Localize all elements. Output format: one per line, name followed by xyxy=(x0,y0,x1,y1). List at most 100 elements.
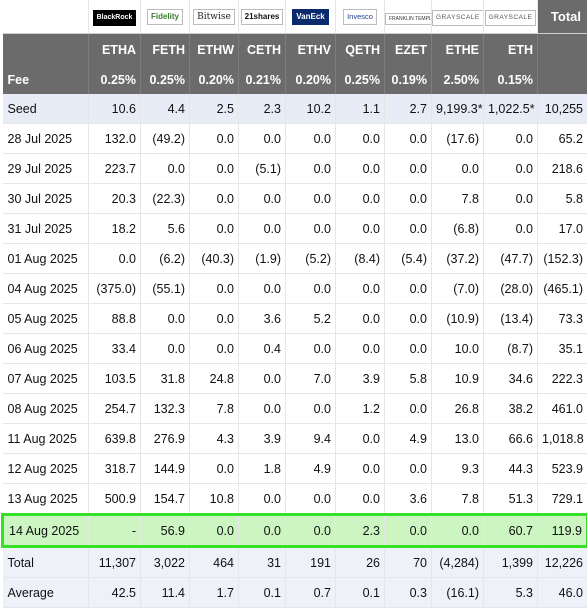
row-total-cell: 523.9 xyxy=(538,454,587,484)
row-total-cell: 5.8 xyxy=(538,184,587,214)
flow-value-cell: 0.0 xyxy=(385,184,432,214)
flow-value-cell: 5.2 xyxy=(286,304,336,334)
summary-value-cell: 0.3 xyxy=(385,578,432,608)
flow-value-cell: 18.2 xyxy=(89,214,141,244)
flow-value-cell: 0.0 xyxy=(385,274,432,304)
flow-value-cell: 639.8 xyxy=(89,424,141,454)
fee-cell: 0.25% xyxy=(141,65,190,94)
flow-value-cell: (8.4) xyxy=(336,244,385,274)
issuer-logo: GRAYSCALE xyxy=(485,10,537,26)
flow-value-cell: 33.4 xyxy=(89,334,141,364)
flow-value-cell: 0.0 xyxy=(141,334,190,364)
issuer-logo: BlackRock xyxy=(93,10,137,26)
flow-value-cell: 1,022.5* xyxy=(484,94,538,124)
flow-value-cell: 276.9 xyxy=(141,424,190,454)
row-date-label: 05 Aug 2025 xyxy=(3,304,89,334)
flow-value-cell: 500.9 xyxy=(89,484,141,515)
flow-value-cell: 3.6 xyxy=(239,304,286,334)
ticker-cell: FETH xyxy=(141,34,190,66)
flow-value-cell: 0.0 xyxy=(141,154,190,184)
flow-value-cell: (5.2) xyxy=(286,244,336,274)
summary-value-cell: 11.4 xyxy=(141,578,190,608)
flow-value-cell: 0.0 xyxy=(239,394,286,424)
flow-value-cell: 0.0 xyxy=(385,515,432,547)
flow-value-cell: 0.0 xyxy=(286,484,336,515)
flow-value-cell: 4.3 xyxy=(190,424,239,454)
issuer-logo: Bitwise xyxy=(193,9,235,25)
fee-cell: 0.25% xyxy=(89,65,141,94)
flow-value-cell: 0.0 xyxy=(484,154,538,184)
issuer-logo-cell: Invesco xyxy=(336,0,385,34)
flow-value-cell: 7.8 xyxy=(190,394,239,424)
flow-value-cell: (6.2) xyxy=(141,244,190,274)
flow-value-cell: 4.4 xyxy=(141,94,190,124)
summary-total-cell: 46.0 xyxy=(538,578,587,608)
flow-value-cell: (5.1) xyxy=(239,154,286,184)
row-total-cell: 73.3 xyxy=(538,304,587,334)
flow-value-cell: 2.3 xyxy=(336,515,385,547)
row-total-cell: 119.9 xyxy=(538,515,587,547)
summary-value-cell: 5.3 xyxy=(484,578,538,608)
issuer-logo-cell: Bitwise xyxy=(190,0,239,34)
issuer-logo: Invesco xyxy=(343,9,377,25)
flow-value-cell: 0.0 xyxy=(385,394,432,424)
ticker-cell: ETHE xyxy=(432,34,484,66)
corner-cell xyxy=(3,0,89,34)
flow-value-cell: 4.9 xyxy=(286,454,336,484)
flow-value-cell: 10.9 xyxy=(432,364,484,394)
flow-value-cell: 223.7 xyxy=(89,154,141,184)
flow-value-cell: 0.0 xyxy=(190,154,239,184)
flow-value-cell: (28.0) xyxy=(484,274,538,304)
flow-value-cell: 0.0 xyxy=(385,154,432,184)
flow-value-cell: 10.8 xyxy=(190,484,239,515)
ticker-cell: ETHW xyxy=(190,34,239,66)
flow-value-cell: 0.0 xyxy=(484,214,538,244)
flow-value-cell: 26.8 xyxy=(432,394,484,424)
summary-value-cell: 1.7 xyxy=(190,578,239,608)
flow-value-cell: 66.6 xyxy=(484,424,538,454)
flow-value-cell: (47.7) xyxy=(484,244,538,274)
row-date-label: 01 Aug 2025 xyxy=(3,244,89,274)
row-total-cell: (465.1) xyxy=(538,274,587,304)
flow-value-cell: 2.5 xyxy=(190,94,239,124)
flow-value-cell: 2.3 xyxy=(239,94,286,124)
issuer-logo-cell: GRAYSCALE xyxy=(432,0,484,34)
row-total-cell: 461.0 xyxy=(538,394,587,424)
flow-value-cell: 0.0 xyxy=(190,184,239,214)
summary-value-cell: (16.1) xyxy=(432,578,484,608)
flow-value-cell: 0.0 xyxy=(190,124,239,154)
row-date-label: 08 Aug 2025 xyxy=(3,394,89,424)
flow-value-cell: 24.8 xyxy=(190,364,239,394)
row-total-cell: 17.0 xyxy=(538,214,587,244)
summary-value-cell: 191 xyxy=(286,547,336,578)
flow-value-cell: 60.7 xyxy=(484,515,538,547)
issuer-logo: GRAYSCALE xyxy=(432,10,484,26)
row-date-label: 13 Aug 2025 xyxy=(3,484,89,515)
ticker-cell: ETH xyxy=(484,34,538,66)
flow-value-cell: (37.2) xyxy=(432,244,484,274)
flow-value-cell: 0.0 xyxy=(336,124,385,154)
row-total-cell: 10,255 xyxy=(538,94,587,124)
flow-value-cell: 0.0 xyxy=(432,515,484,547)
flow-value-cell: (22.3) xyxy=(141,184,190,214)
summary-label: Average xyxy=(3,578,89,608)
flow-value-cell: (5.4) xyxy=(385,244,432,274)
ticker-cell: ETHV xyxy=(286,34,336,66)
flow-value-cell: 0.0 xyxy=(385,304,432,334)
flow-value-cell: (375.0) xyxy=(89,274,141,304)
flow-value-cell: 254.7 xyxy=(89,394,141,424)
flow-value-cell: 44.3 xyxy=(484,454,538,484)
flow-value-cell: 0.0 xyxy=(286,334,336,364)
flow-value-cell: 132.3 xyxy=(141,394,190,424)
flow-value-cell: 0.0 xyxy=(336,484,385,515)
issuer-logo-cell: GRAYSCALE xyxy=(484,0,538,34)
